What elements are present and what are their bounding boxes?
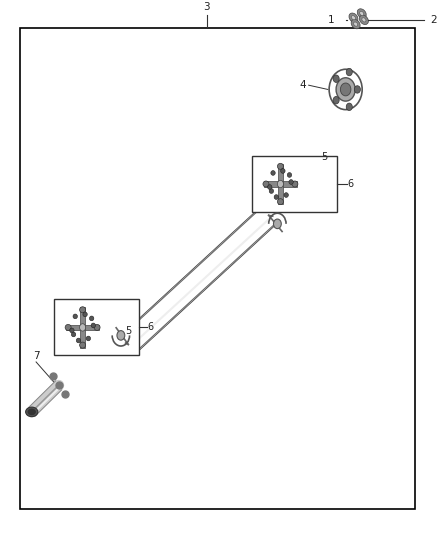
Ellipse shape — [274, 195, 279, 199]
Text: 4: 4 — [300, 80, 307, 90]
Text: 3: 3 — [203, 3, 210, 12]
Ellipse shape — [263, 181, 269, 187]
Ellipse shape — [70, 328, 74, 333]
Ellipse shape — [353, 22, 358, 26]
Circle shape — [346, 103, 352, 110]
Ellipse shape — [89, 316, 94, 321]
Circle shape — [277, 180, 283, 188]
Ellipse shape — [360, 11, 364, 15]
Circle shape — [354, 86, 360, 93]
Ellipse shape — [292, 181, 298, 187]
Ellipse shape — [277, 199, 283, 205]
Text: 1: 1 — [328, 15, 335, 26]
Circle shape — [333, 75, 339, 83]
Bar — [264, 181, 297, 187]
Text: 7: 7 — [33, 351, 39, 361]
Ellipse shape — [362, 18, 366, 22]
Ellipse shape — [289, 180, 293, 184]
Ellipse shape — [281, 168, 285, 173]
Circle shape — [340, 83, 351, 96]
Ellipse shape — [26, 407, 38, 417]
Ellipse shape — [284, 193, 288, 197]
Bar — [54, 299, 139, 355]
Ellipse shape — [86, 336, 91, 341]
Circle shape — [346, 68, 352, 76]
Text: 2: 2 — [431, 15, 437, 26]
Ellipse shape — [73, 314, 78, 319]
Bar — [66, 325, 99, 330]
Circle shape — [336, 78, 355, 101]
Text: 6: 6 — [148, 322, 154, 333]
Ellipse shape — [71, 332, 76, 337]
Ellipse shape — [65, 325, 71, 330]
Circle shape — [117, 330, 125, 340]
Ellipse shape — [351, 19, 360, 29]
Text: 5: 5 — [321, 152, 327, 162]
Circle shape — [273, 219, 281, 229]
Ellipse shape — [83, 312, 87, 317]
Ellipse shape — [271, 171, 275, 175]
Text: 5: 5 — [125, 326, 131, 336]
Ellipse shape — [80, 342, 85, 348]
Bar — [278, 164, 283, 204]
Ellipse shape — [269, 189, 274, 193]
Ellipse shape — [94, 325, 100, 330]
Ellipse shape — [76, 338, 81, 343]
Bar — [252, 156, 337, 212]
Ellipse shape — [357, 9, 366, 18]
Ellipse shape — [268, 184, 272, 189]
Ellipse shape — [28, 409, 35, 415]
Ellipse shape — [360, 15, 368, 25]
Ellipse shape — [80, 306, 85, 313]
Ellipse shape — [351, 15, 356, 20]
Bar — [81, 308, 85, 348]
Text: 6: 6 — [347, 179, 353, 189]
Ellipse shape — [349, 13, 358, 22]
Circle shape — [333, 96, 339, 104]
Ellipse shape — [287, 173, 292, 177]
Circle shape — [80, 324, 85, 331]
Ellipse shape — [91, 323, 95, 328]
Ellipse shape — [277, 163, 283, 169]
